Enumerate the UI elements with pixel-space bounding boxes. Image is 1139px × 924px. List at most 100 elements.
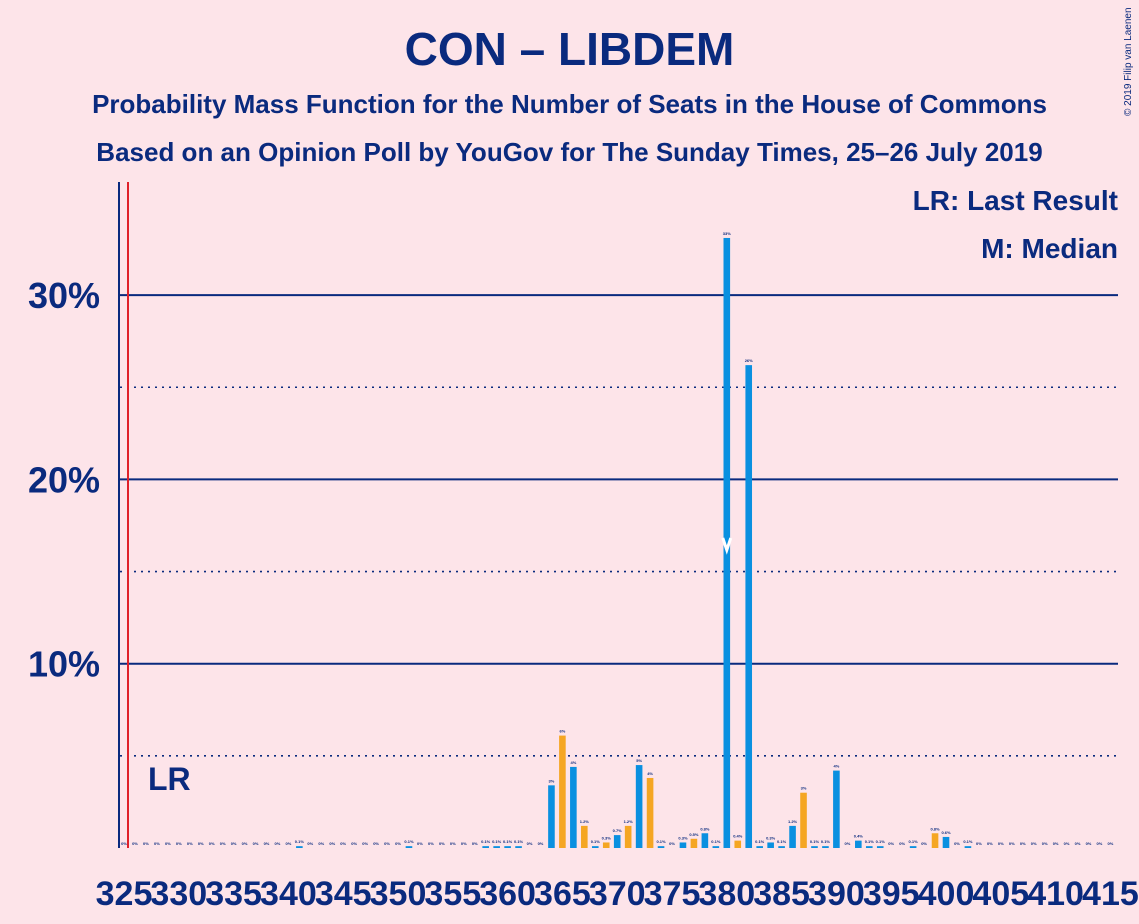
x-tick-label: 375 [644,875,701,913]
bar-label-391: 0% [844,841,850,846]
bar-389 [822,846,829,848]
bar-label-351: 0.1% [404,839,414,844]
x-tick-label: 415 [1082,875,1139,913]
bar-label-373: 4% [647,771,653,776]
bar-label-399: 0.8% [930,826,940,831]
bar-label-332: 0% [198,841,204,846]
chart-gridlines [120,294,1118,757]
bar-382 [745,365,753,848]
median-marker [721,537,733,555]
x-tick-label: 370 [589,875,646,913]
bar-label-337: 0% [253,841,259,846]
bar-label-371: 1.2% [624,819,634,824]
y-tick-label: 30% [28,275,100,316]
bar-label-359: 0.1% [492,839,502,844]
bar-label-377: 0.5% [689,832,699,837]
bar-label-336: 0% [242,841,248,846]
bar-label-340: 0% [286,841,292,846]
bar-label-415: 0% [1108,841,1114,846]
bar-label-404: 0% [987,841,993,846]
x-tick-label: 395 [863,875,920,913]
bar-385 [778,846,785,848]
bar-label-393: 0.1% [865,839,875,844]
bar-400 [942,836,950,848]
bar-label-401: 0% [954,841,960,846]
bar-377 [690,838,698,848]
x-tick-label: 400 [918,875,975,913]
bar-label-406: 0% [1009,841,1015,846]
chart-title: CON – LIBDEM [404,23,735,75]
bar-label-360: 0.1% [503,839,513,844]
bar-label-350: 0% [395,841,401,846]
bar-397 [909,846,917,848]
bar-label-382: 26% [745,358,753,363]
x-tick-label: 410 [1027,875,1084,913]
bar-370 [613,835,621,848]
x-tick-label: 325 [96,875,153,913]
bar-label-384: 0.3% [766,835,776,840]
bar-label-362: 0% [527,841,533,846]
bar-label-387: 3% [801,786,807,791]
bar-386 [789,825,796,848]
bar-label-326: 0% [132,841,138,846]
bar-366 [570,766,577,848]
bar-label-347: 0% [362,841,368,846]
bar-376 [679,842,687,848]
bar-label-409: 0% [1042,841,1048,846]
bar-364 [548,785,555,848]
bar-label-345: 0% [340,841,346,846]
bar-label-369: 0.3% [602,835,612,840]
bar-369 [602,842,610,848]
chart-y-axis-labels: 10% 20% 30% [28,275,100,685]
bar-label-361: 0.1% [514,839,524,844]
bar-label-329: 0% [165,841,171,846]
bar-351 [405,846,413,848]
bar-label-372: 5% [636,758,642,763]
bar-label-335: 0% [231,841,237,846]
bar-label-346: 0% [351,841,357,846]
bar-label-364: 3% [549,778,555,783]
bar-label-352: 0% [417,841,423,846]
y-tick-label: 10% [28,644,100,685]
x-tick-label: 360 [479,875,536,913]
bar-label-389: 0.1% [821,839,831,844]
bar-label-403: 0% [976,841,982,846]
bar-367 [581,825,588,848]
x-tick-label: 345 [315,875,372,913]
bar-label-342: 0% [307,841,313,846]
bar-label-327: 0% [143,841,149,846]
bar-390 [833,770,840,848]
bar-label-330: 0% [176,841,182,846]
bar-label-374: 0.1% [656,839,666,844]
copyright-notice: © 2019 Filip van Laenen [1123,7,1134,116]
bar-label-365: 6% [560,729,566,734]
bar-label-370: 0.7% [613,828,623,833]
bar-381 [734,840,742,848]
bar-384 [767,842,774,848]
bar-label-400: 0.6% [941,830,951,835]
bar-361 [515,846,522,848]
bar-label-390: 4% [834,764,840,769]
bar-label-383: 0.1% [755,839,765,844]
chart-bar-labels: 0% 0% 0% 0% 0% 0% 0% 0% 0% 0% 0% 0% 0% 0% 0% 0% 0.1% 0% 0%… [121,231,1114,846]
bar-371 [624,825,632,848]
chart-subtitle-1: Probability Mass Function for the Number… [92,89,1047,119]
bar-358 [482,846,489,848]
bar-label-348: 0% [373,841,379,846]
bar-label-366: 4% [570,760,576,765]
bar-label-414: 0% [1097,841,1103,846]
bar-365 [559,735,566,848]
chart-bars [296,237,972,849]
bar-label-394: 0.1% [876,839,886,844]
x-tick-label: 390 [808,875,865,913]
bar-label-367: 1.2% [580,819,590,824]
y-tick-label: 20% [28,459,100,500]
bar-373 [646,777,654,848]
bar-372 [635,765,643,848]
bar-label-397: 0.1% [909,839,919,844]
bar-label-357: 0% [472,841,478,846]
bar-label-378: 0.8% [700,826,710,831]
bar-label-381: 0.4% [733,834,743,839]
x-tick-label: 330 [150,875,207,913]
